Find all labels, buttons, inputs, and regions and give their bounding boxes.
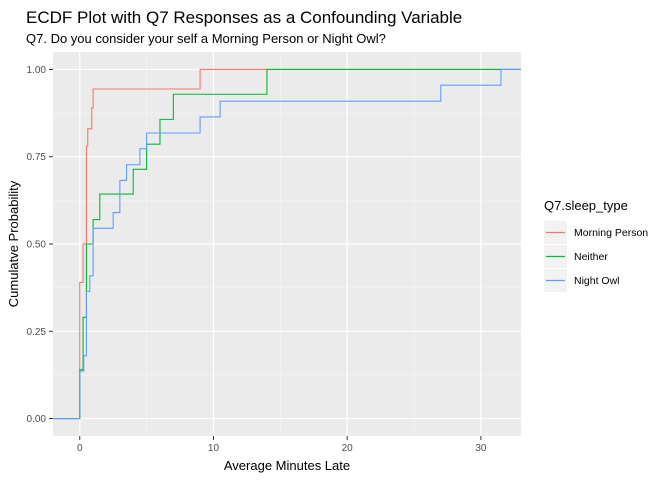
y-axis-ticks: 0.00 0.25 0.50 0.75 1.00 — [27, 65, 53, 425]
y-tick-label: 0.00 — [27, 414, 47, 425]
x-tick-label: 30 — [475, 443, 487, 454]
legend-label: Morning Person — [574, 227, 648, 239]
y-tick-label: 0.50 — [27, 240, 47, 251]
y-axis-title: Cumulatve Probability — [6, 180, 21, 307]
x-tick-label: 10 — [208, 443, 220, 454]
x-axis-title: Average Minutes Late — [224, 458, 350, 473]
chart-title: ECDF Plot with Q7 Responses as a Confoun… — [26, 8, 462, 27]
legend-label: Neither — [574, 251, 608, 263]
x-tick-label: 0 — [77, 443, 83, 454]
series-line-morning-person — [53, 68, 521, 420]
y-tick-label: 0.75 — [27, 152, 47, 163]
series-lines — [53, 68, 521, 420]
legend-title: Q7.sleep_type — [544, 198, 628, 213]
grid-major — [53, 52, 521, 436]
y-tick-label: 0.25 — [27, 327, 47, 338]
legend-label: Night Owl — [574, 275, 620, 287]
x-axis-ticks: 0 10 20 30 — [77, 436, 487, 454]
x-tick-label: 20 — [342, 443, 354, 454]
legend: Q7.sleep_type Morning Person Neither Night… — [544, 198, 648, 292]
chart-subtitle: Q7. Do you consider your self a Morning … — [26, 31, 386, 46]
series-line-night-owl — [53, 68, 521, 420]
y-tick-label: 1.00 — [27, 65, 47, 76]
